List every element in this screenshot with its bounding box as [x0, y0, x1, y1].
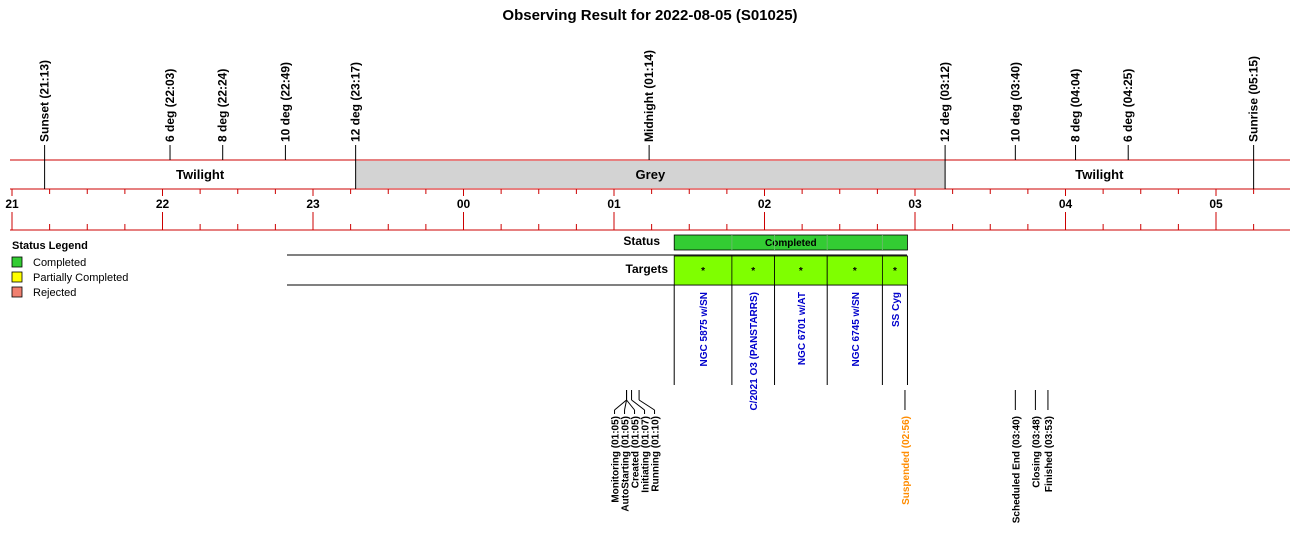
state-event-line — [631, 399, 645, 411]
target-bar — [673, 255, 733, 286]
target-name: C/2021 O3 (PANSTARRS) — [749, 292, 760, 411]
status-bar-label: Completed — [765, 238, 817, 249]
target-mark: * — [853, 266, 857, 277]
phase-band: Twilight Grey Twilight — [10, 159, 1290, 190]
target-mark: * — [893, 266, 897, 277]
state-event-label: Created (01:05) — [631, 416, 642, 488]
target-mark: * — [799, 266, 803, 277]
legend-item-completed: Completed — [33, 257, 86, 269]
sky-event-label: Sunrise (05:15) — [1247, 56, 1261, 142]
phase-grey-band — [355, 161, 946, 188]
sky-events: Sunset (21:13) 6 deg (22:03) 8 deg (22:24)… — [38, 50, 1261, 189]
sky-event-label: 6 deg (22:03) — [163, 69, 177, 142]
target-name: SS Cyg — [891, 292, 902, 327]
hour-label: 02 — [758, 197, 772, 211]
target-bar — [881, 255, 908, 286]
phase-grey-label: Grey — [636, 167, 666, 182]
sky-event-label: 12 deg (03:12) — [938, 62, 952, 142]
state-event-label: Finished (03:53) — [1044, 416, 1055, 492]
hour-label: 01 — [607, 197, 621, 211]
targets-row-label: Targets — [626, 262, 669, 276]
chart-title: Observing Result for 2022-08-05 (S01025) — [502, 7, 797, 24]
legend-item-rejected: Rejected — [33, 287, 76, 299]
target-bar — [826, 255, 883, 286]
sky-event-label: Sunset (21:13) — [38, 60, 52, 142]
state-event-label: Closing (03:48) — [1031, 416, 1042, 488]
legend-swatch-rejected — [11, 286, 23, 298]
state-event-line — [638, 399, 655, 411]
phase-twilight-label: Twilight — [1075, 167, 1124, 182]
sky-event-label: 8 deg (22:24) — [216, 69, 230, 142]
sky-event-label: 8 deg (04:04) — [1069, 69, 1083, 142]
legend-swatch-partially-completed — [11, 271, 23, 283]
legend-swatch-completed — [11, 256, 23, 268]
sky-event-label: Midnight (01:14) — [642, 50, 656, 142]
legend-title: Status Legend — [12, 240, 88, 252]
status-bar — [673, 234, 908, 251]
phase-twilight-label: Twilight — [176, 167, 225, 182]
target-mark: * — [751, 266, 755, 277]
sky-event-label: 10 deg (03:40) — [1008, 62, 1022, 142]
time-axis: 21 22 23 00 01 02 03 04 05 — [5, 188, 1290, 231]
legend-item-partially-completed: Partially Completed — [33, 272, 128, 284]
hour-label: 03 — [908, 197, 922, 211]
hour-label: 22 — [156, 197, 170, 211]
target-blocks: * NGC 5875 w/SN * C/2021 O3 (PANSTARRS) * NGC… — [673, 235, 908, 411]
target-name: NGC 6701 w/AT — [797, 292, 808, 365]
state-event-label: Initiating (01:07) — [641, 416, 652, 493]
status-row-label: Status — [623, 234, 660, 248]
hour-label: 00 — [457, 197, 471, 211]
hour-label: 04 — [1059, 197, 1073, 211]
sky-event-label: 6 deg (04:25) — [1121, 69, 1135, 142]
sky-event-label: 10 deg (22:49) — [278, 62, 292, 142]
target-bar — [731, 255, 775, 286]
status-legend: Status Legend Completed Partially Complete… — [11, 240, 128, 299]
hour-label: 23 — [306, 197, 320, 211]
sky-event-label: 12 deg (23:17) — [349, 62, 363, 142]
hour-label: 05 — [1209, 197, 1223, 211]
state-event-label: Suspended (02:56) — [901, 416, 912, 505]
state-event-label: AutoStarting (01:05) — [621, 416, 632, 512]
state-event-label: Monitoring (01:05) — [611, 416, 622, 503]
target-name: NGC 6745 w/SN — [851, 292, 862, 366]
state-events: Monitoring (01:05) AutoStarting (01:05) Cr… — [611, 390, 1055, 523]
state-event-label: Running (01:10) — [651, 416, 662, 492]
hour-label: 21 — [5, 197, 19, 211]
state-event-label: Scheduled End (03:40) — [1011, 416, 1022, 523]
state-event-line — [624, 399, 628, 411]
state-event-line — [614, 399, 627, 411]
target-name: NGC 5875 w/SN — [699, 292, 710, 366]
state-event-line — [626, 399, 635, 411]
target-mark: * — [701, 266, 705, 277]
